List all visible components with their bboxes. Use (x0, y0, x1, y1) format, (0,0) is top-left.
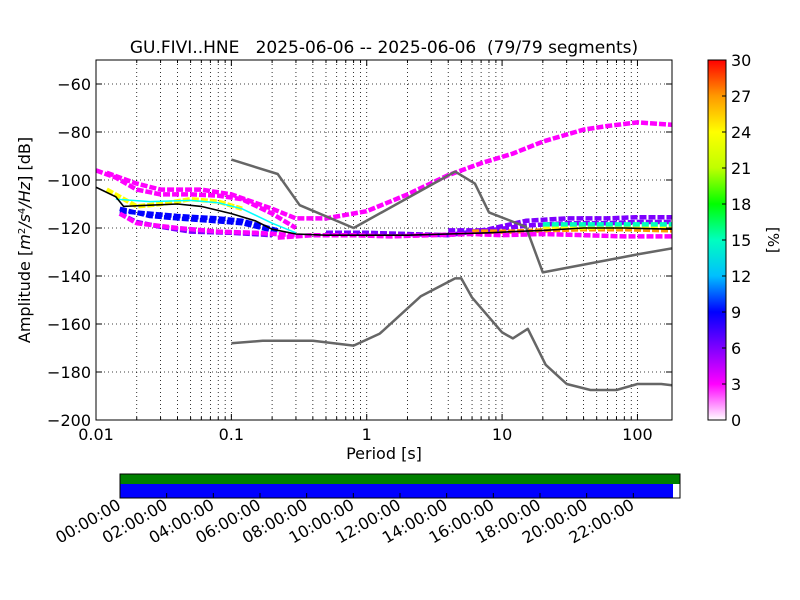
x-tick-label: 1 (362, 425, 372, 444)
availability-bar (120, 484, 673, 498)
y-label-part: ] [dB] (15, 137, 34, 182)
y-tick-label: −160 (47, 315, 91, 334)
y-label-part: Amplitude [ (15, 250, 34, 343)
availability-bar (120, 474, 680, 484)
axis-ticks (95, 60, 672, 421)
colorbar-tick-label: 24 (731, 123, 751, 142)
x-tick-label: 100 (622, 425, 653, 444)
density-band (119, 208, 279, 233)
density-band (96, 168, 298, 230)
colorbar-tick-label: 12 (731, 267, 751, 286)
colorbar-tick-label: 15 (731, 231, 751, 250)
colorbar-label: [%] (764, 227, 782, 253)
plot-background (96, 60, 672, 420)
y-tick-label: −200 (47, 411, 91, 430)
y-tick-label: −100 (47, 171, 91, 190)
y-label-part: 4 (17, 208, 28, 214)
y-tick-labels: −60 −80 −100 −120 −140 −160 −180 −200 (47, 75, 91, 430)
chart-title: GU.FIVI..HNE 2025-06-06 -- 2025-06-06 (7… (130, 38, 638, 58)
y-tick-label: −60 (57, 75, 91, 94)
y-label-part: Hz (15, 181, 34, 202)
psd-plot: 0.01 0.1 1 10 100 −60 −80 −100 −120 −140 −160 −180… (15, 59, 673, 463)
colorbar-tick-label: 30 (731, 51, 751, 70)
noise-model-line (231, 277, 672, 392)
time-ticks: 00:00:0002:00:0004:00:0006:00:0008:00:00… (52, 493, 637, 547)
x-tick-labels: 0.01 0.1 1 10 100 (78, 425, 653, 444)
colorbar-tick-label: 0 (731, 411, 741, 430)
overlay-lines (96, 158, 672, 392)
availability-bars (120, 474, 680, 498)
colorbar-tick-label: 9 (731, 303, 741, 322)
colorbar-tick-label: 21 (731, 159, 751, 178)
density-band (326, 214, 672, 238)
colorbar-ticks: 0 3 6 9 12 15 18 21 24 27 30 (722, 51, 751, 430)
x-tick-label: 0.1 (219, 425, 244, 444)
x-tick-label: 0.01 (78, 425, 114, 444)
y-label-part: 2 (17, 228, 28, 234)
mean-line (115, 198, 297, 234)
colorbar-tick-label: 3 (731, 375, 741, 394)
y-tick-label: −120 (47, 219, 91, 238)
colorbar-tick-label: 6 (731, 339, 741, 358)
noise-model-line (231, 158, 672, 274)
colorbar: 0 3 6 9 12 15 18 21 24 27 30 [%] (707, 51, 782, 430)
density-band (105, 120, 672, 221)
colorbar-tick-label: 18 (731, 195, 751, 214)
x-axis-label: Period [s] (346, 444, 422, 463)
y-label-part: s (15, 214, 34, 222)
y-label-part: / (15, 221, 34, 230)
y-label-part: m (15, 234, 34, 250)
density-band (118, 211, 297, 238)
mode-line (96, 186, 672, 236)
colorbar-tick-label: 27 (731, 87, 751, 106)
y-tick-label: −80 (57, 123, 91, 142)
y-axis-label: Amplitude [m2/s4/Hz] [dB] (15, 137, 34, 343)
plot-frame (95, 59, 673, 421)
y-tick-label: −180 (47, 363, 91, 382)
y-tick-label: −140 (47, 267, 91, 286)
y-label-part: / (15, 201, 34, 210)
x-tick-label: 10 (492, 425, 512, 444)
data-availability: 00:00:0002:00:0004:00:0006:00:0008:00:00… (52, 473, 681, 547)
